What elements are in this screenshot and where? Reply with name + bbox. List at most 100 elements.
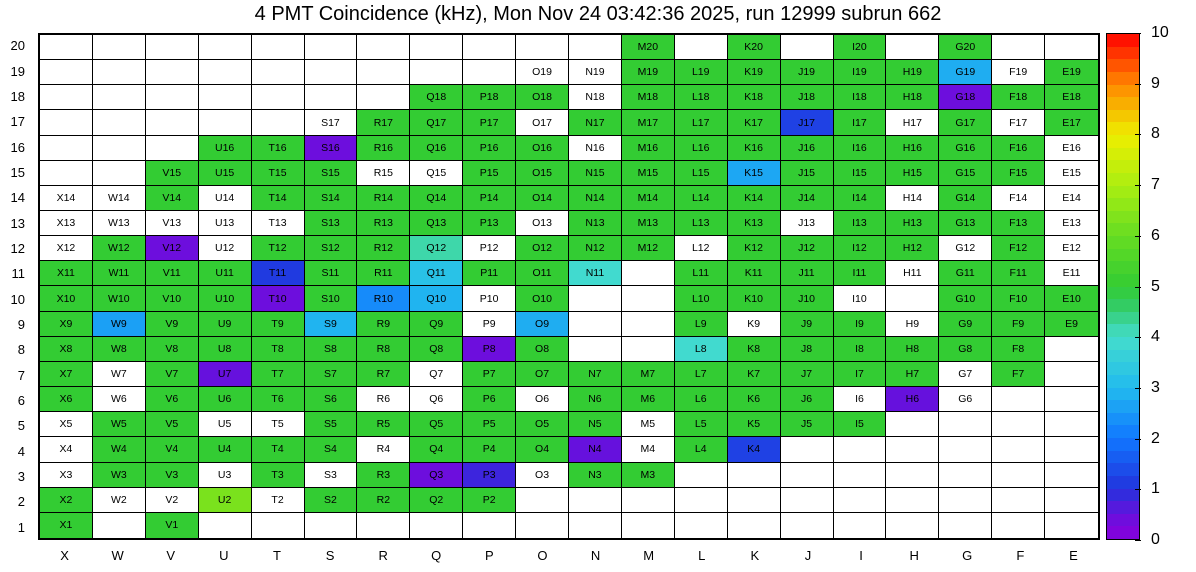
heatmap-cell: L10: [674, 286, 728, 312]
heatmap-cell: [198, 60, 252, 86]
heatmap-cell: [463, 35, 517, 61]
heatmap-cell: L13: [674, 211, 728, 237]
colorbar-tick-label: 8: [1151, 125, 1160, 143]
colorbar-segment: [1107, 46, 1139, 60]
colorbar-tick-label: 10: [1151, 24, 1169, 41]
colorbar-segment: [1107, 475, 1139, 489]
colorbar-segment: [1107, 59, 1139, 72]
heatmap-cell: R6: [357, 387, 411, 413]
colorbar-segment: [1107, 97, 1139, 110]
heatmap-cell: R7: [357, 361, 411, 388]
heatmap-cell: K6: [727, 387, 781, 413]
heatmap-cell: G11: [939, 261, 993, 287]
heatmap-cell: E15: [1045, 160, 1098, 186]
heatmap-cell: X3: [40, 462, 93, 488]
heatmap-cell: P5: [463, 412, 517, 438]
colorbar-segment: [1107, 387, 1139, 401]
heatmap-cell: G9: [939, 311, 993, 337]
y-tick-label: 7: [17, 367, 25, 383]
heatmap-cell: W4: [92, 437, 146, 463]
heatmap-cell: [569, 336, 622, 362]
colorbar-segment: [1107, 185, 1139, 199]
heatmap-cell: [1045, 463, 1098, 488]
heatmap-cell: I16: [833, 135, 887, 161]
heatmap-cell: O6: [516, 387, 569, 413]
heatmap-cell: V10: [145, 286, 199, 312]
x-tick-label: X: [60, 547, 69, 563]
heatmap-cell: N14: [569, 185, 622, 212]
heatmap-cell: T12: [251, 236, 305, 262]
heatmap-cell: S12: [304, 236, 358, 262]
heatmap-cell: N15: [569, 160, 622, 186]
x-tick-label: H: [909, 547, 919, 563]
heatmap-cell: [569, 512, 622, 538]
heatmap-cell: [674, 487, 728, 513]
heatmap-cell: [992, 412, 1046, 438]
heatmap-cell: [569, 286, 622, 312]
heatmap-cell: H6: [886, 387, 940, 413]
x-tick-label: K: [750, 547, 760, 563]
heatmap-cell: [992, 35, 1046, 61]
colorbar-segment: [1107, 438, 1139, 451]
heatmap-cell: V6: [145, 387, 199, 413]
heatmap-cell: [780, 35, 834, 61]
heatmap-cell: H9: [886, 311, 940, 337]
heatmap-cell: E16: [1045, 135, 1098, 161]
heatmap-cell: E13: [1045, 211, 1098, 237]
heatmap-cell: Q10: [410, 286, 464, 312]
heatmap-cell: U5: [198, 412, 252, 438]
heatmap-cell: X4: [40, 437, 93, 463]
heatmap-cell: [621, 487, 675, 513]
heatmap-cell: M16: [621, 135, 675, 161]
heatmap-cell: V8: [145, 336, 199, 362]
heatmap-cell: [304, 60, 358, 86]
heatmap-cell: E10: [1045, 286, 1098, 312]
heatmap-cell: [834, 512, 887, 538]
heatmap-cell: [1045, 387, 1098, 413]
heatmap-cell: K9: [727, 311, 781, 337]
heatmap-cell: W7: [92, 361, 146, 388]
colorbar-tick-label: 9: [1151, 74, 1160, 92]
heatmap-cell: [357, 35, 411, 61]
heatmap-cell: F9: [992, 311, 1046, 337]
x-tick-label: O: [537, 547, 548, 563]
heatmap-cell: I11: [833, 261, 887, 287]
heatmap-cell: W14: [92, 185, 146, 212]
heatmap-cell: W5: [92, 412, 146, 438]
y-tick-label: 9: [17, 317, 25, 333]
heatmap-cell: H13: [886, 211, 940, 237]
colorbar-tick-mark: [1135, 33, 1141, 34]
heatmap-cell: X1: [40, 512, 93, 538]
heatmap-cell: [780, 487, 834, 513]
heatmap-cell: K18: [727, 85, 781, 111]
heatmap-cell: G8: [939, 336, 993, 362]
heatmap-cell: [621, 336, 675, 362]
x-tick-label: P: [485, 547, 494, 563]
heatmap-cell: [886, 35, 940, 61]
heatmap-cell: G18: [939, 85, 993, 111]
heatmap-cell: N19: [569, 60, 622, 86]
heatmap-cell: S14: [304, 185, 358, 212]
colorbar-tick-mark: [1135, 337, 1141, 339]
heatmap-cell: G7: [939, 361, 993, 388]
heatmap-cell: F15: [992, 160, 1046, 186]
heatmap-cell: R2: [357, 487, 411, 513]
colorbar-segment: [1107, 135, 1139, 148]
y-tick-label: 17: [10, 114, 25, 130]
heatmap-cell: [410, 35, 464, 61]
heatmap-cell: O4: [516, 437, 569, 463]
colorbar-tick-mark: [1135, 540, 1141, 541]
heatmap-cell: T13: [251, 211, 305, 237]
colorbar-segment: [1107, 501, 1139, 514]
heatmap-cell: H8: [886, 336, 940, 362]
x-tick-label: J: [804, 547, 812, 563]
colorbar-segment: [1107, 362, 1139, 375]
heatmap-cell: P18: [463, 85, 517, 111]
heatmap-cell: [357, 512, 411, 538]
x-tick-label: E: [1069, 547, 1078, 563]
y-tick-label: 16: [10, 139, 25, 155]
heatmap-cell: U11: [198, 261, 252, 287]
heatmap-cell: N3: [569, 462, 622, 488]
heatmap-cell: E19: [1045, 60, 1098, 86]
